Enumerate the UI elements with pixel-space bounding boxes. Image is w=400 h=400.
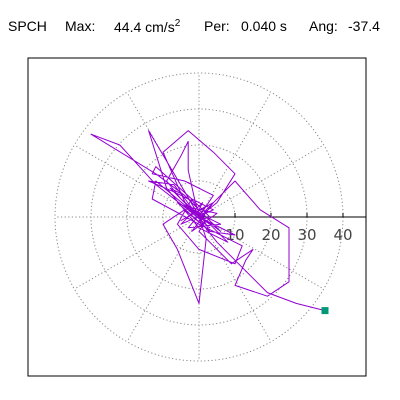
max-exponent: 2 <box>174 18 181 29</box>
end-marker-group <box>321 307 329 315</box>
period-label: Per: <box>204 18 230 34</box>
grid-spoke-300 <box>198 216 272 342</box>
trace-line-0 <box>90 130 326 312</box>
end-marker <box>321 307 329 315</box>
chart-header: SPCH Max: 44.4 cm/s2 Per: 0.040 s Ang: -… <box>0 0 400 40</box>
particle-motion-trace <box>90 130 326 312</box>
grid-spoke-240 <box>126 216 200 342</box>
station-code: SPCH <box>8 18 47 34</box>
grid-spoke-30 <box>198 144 324 218</box>
angle-label: Ang: <box>309 18 338 34</box>
period-value: 0.040 s <box>241 18 287 34</box>
grid-spoke-330 <box>198 216 324 290</box>
grid-spoke-210 <box>74 216 200 290</box>
tick-label-40: 40 <box>333 226 352 244</box>
tick-label-30: 30 <box>297 226 316 244</box>
grid-spoke-150 <box>74 144 200 218</box>
angle-value: -37.4 <box>348 18 380 34</box>
max-value-text: 44.4 cm/s <box>114 19 175 35</box>
grid-spoke-60 <box>198 92 272 218</box>
tick-label-20: 20 <box>261 226 280 244</box>
max-label: Max: <box>65 18 96 34</box>
max-value: 44.4 cm/s2 <box>114 18 180 35</box>
